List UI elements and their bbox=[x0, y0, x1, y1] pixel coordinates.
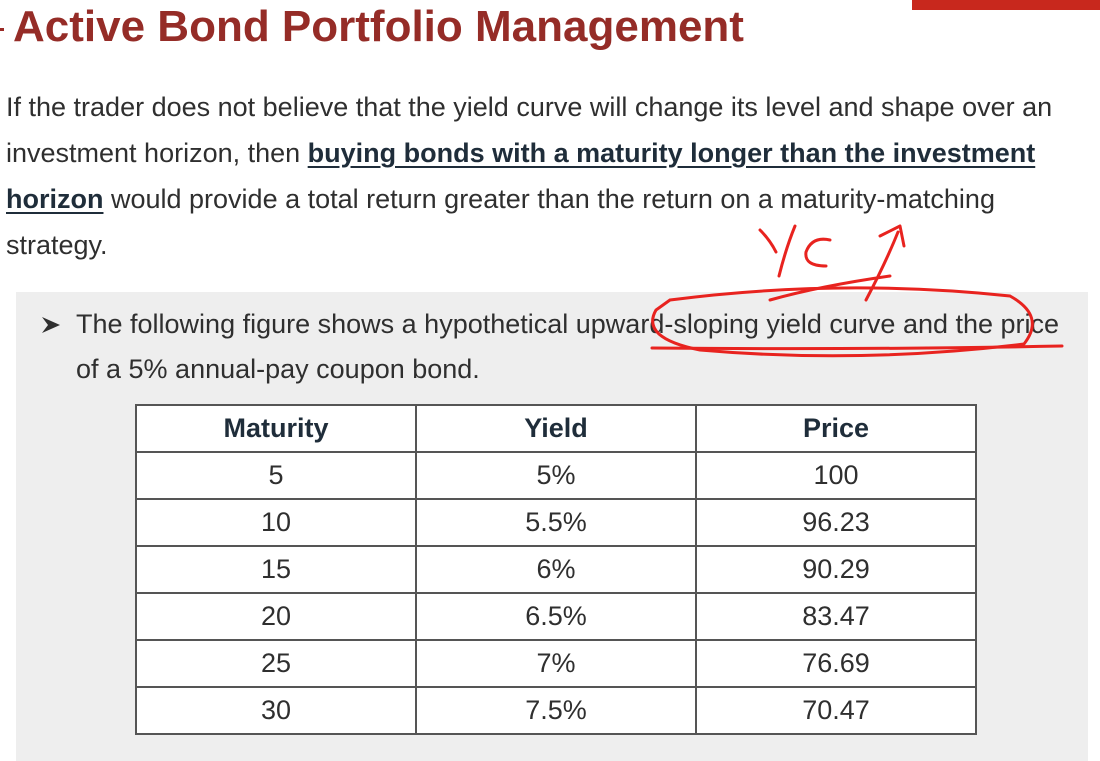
table-header-row: Maturity Yield Price bbox=[135, 404, 977, 453]
cell-price: 83.47 bbox=[695, 592, 977, 641]
header-price: Price bbox=[695, 404, 977, 453]
content-panel: The following figure shows a hypothetica… bbox=[16, 292, 1088, 761]
paragraph-text-start: If the trader does not believe that the … bbox=[6, 92, 1053, 168]
cell-yield: 7.5% bbox=[415, 686, 697, 735]
bullet-text: The following figure shows a hypothetica… bbox=[76, 309, 1060, 384]
header-maturity: Maturity bbox=[135, 404, 417, 453]
cell-price: 70.47 bbox=[695, 686, 977, 735]
cell-yield: 5% bbox=[415, 451, 697, 500]
arrow-bullet-icon bbox=[42, 317, 60, 333]
cell-maturity: 30 bbox=[135, 686, 417, 735]
cell-maturity: 5 bbox=[135, 451, 417, 500]
cell-yield: 6.5% bbox=[415, 592, 697, 641]
table-row: 5 5% 100 bbox=[135, 451, 977, 500]
cell-maturity: 20 bbox=[135, 592, 417, 641]
bond-price-table: Maturity Yield Price 5 5% 100 10 5.5% 96… bbox=[135, 404, 977, 735]
header-yield: Yield bbox=[415, 404, 697, 453]
table-row: 20 6.5% 83.47 bbox=[135, 592, 977, 641]
table-row: 25 7% 76.69 bbox=[135, 639, 977, 688]
cell-maturity: 10 bbox=[135, 498, 417, 547]
cell-maturity: 25 bbox=[135, 639, 417, 688]
paragraph-emphasis: buying bonds with a maturity longer than… bbox=[6, 138, 1036, 214]
table-row: 10 5.5% 96.23 bbox=[135, 498, 977, 547]
slide-title: Active Bond Portfolio Management bbox=[13, 2, 744, 51]
cell-price: 100 bbox=[695, 451, 977, 500]
paragraph-text-end: would provide a total return greater tha… bbox=[6, 184, 995, 260]
cell-price: 96.23 bbox=[695, 498, 977, 547]
title-dash-mark bbox=[0, 28, 4, 31]
table-row: 15 6% 90.29 bbox=[135, 545, 977, 594]
cell-yield: 7% bbox=[415, 639, 697, 688]
cell-price: 76.69 bbox=[695, 639, 977, 688]
cell-price: 90.29 bbox=[695, 545, 977, 594]
intro-paragraph: If the trader does not believe that the … bbox=[6, 84, 1066, 268]
corner-accent-bar bbox=[912, 0, 1100, 10]
cell-maturity: 15 bbox=[135, 545, 417, 594]
cell-yield: 6% bbox=[415, 545, 697, 594]
cell-yield: 5.5% bbox=[415, 498, 697, 547]
table-row: 30 7.5% 70.47 bbox=[135, 686, 977, 735]
